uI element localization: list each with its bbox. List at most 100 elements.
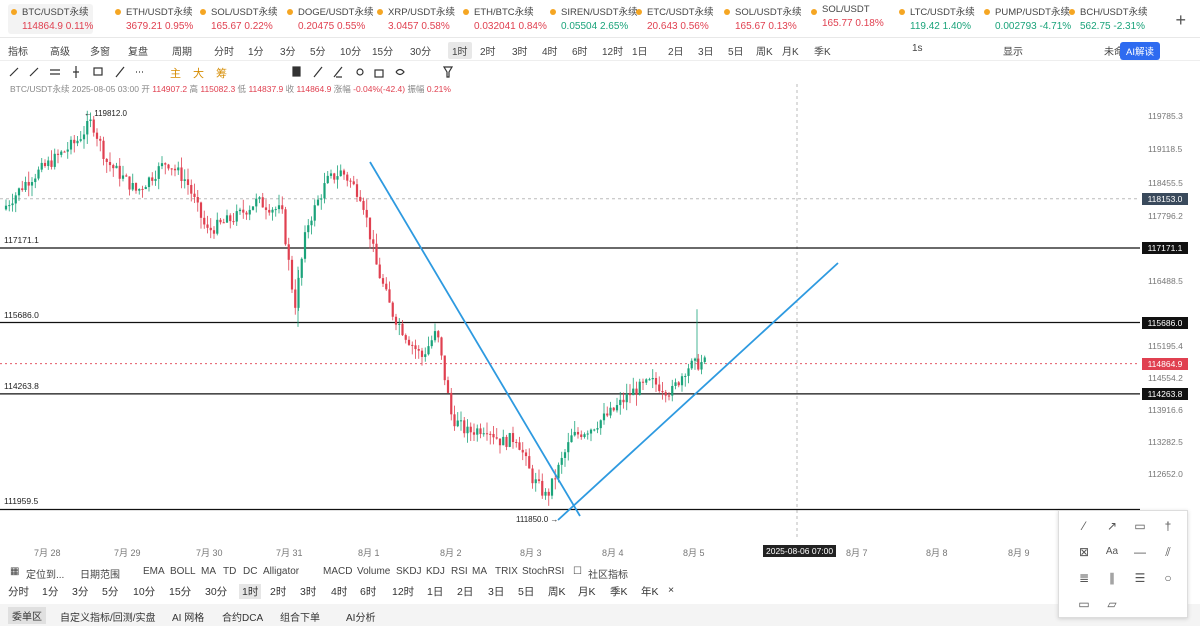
timeframe-12[interactable]: 12时 [392, 586, 415, 598]
sub-indicator-1[interactable]: Volume [357, 566, 391, 577]
main-indicator-4[interactable]: DC [243, 566, 258, 577]
ticker-item[interactable]: PUMP/USDT永续 0.002793 -4.71% [981, 4, 1071, 34]
bottom-tab-3[interactable]: 合约DCA [222, 613, 264, 624]
pitchfork-icon[interactable]: ∥ [1109, 571, 1115, 585]
calendar-icon[interactable]: ▦ [10, 566, 20, 577]
community-indicator-button[interactable]: 社区指标 [588, 570, 628, 581]
timeframe-14[interactable]: 2日 [457, 586, 474, 598]
toolbar-item-16[interactable]: 6时 [572, 47, 588, 58]
timeframe-6[interactable]: 30分 [205, 586, 228, 598]
toolbar-item-5[interactable]: 分时 [214, 47, 234, 58]
fib-icon[interactable]: ≣ [1078, 571, 1090, 585]
main-indicator-5[interactable]: Alligator [263, 566, 300, 577]
timeframe-5[interactable]: 15分 [169, 586, 192, 598]
main-indicator-1[interactable]: BOLL [170, 566, 196, 577]
vertical-line-icon[interactable]: † [1164, 519, 1172, 533]
sub-indicator-3[interactable]: KDJ [426, 566, 445, 577]
bottom-tab-4[interactable]: 组合下单 [280, 613, 320, 624]
ticker-item[interactable]: XRP/USDT永续 3.0457 0.58% [374, 4, 455, 34]
ticker-item[interactable]: BCH/USDT永续 562.75 -2.31% [1066, 4, 1148, 34]
toolbar-item-7[interactable]: 3分 [280, 47, 296, 58]
toolbar-item-0[interactable]: 指标 [8, 47, 28, 58]
main-indicator-3[interactable]: TD [223, 566, 237, 577]
timeframe-11[interactable]: 6时 [360, 586, 377, 598]
list-icon[interactable]: ☰ [1134, 571, 1146, 585]
toolbar-item-9[interactable]: 10分 [340, 47, 362, 58]
text-icon[interactable]: Aa [1105, 546, 1119, 557]
timeframe-13[interactable]: 1日 [427, 586, 444, 598]
timeframe-17[interactable]: 周K [548, 586, 566, 598]
ticker-item[interactable]: SOL/USDT 165.77 0.18% [808, 4, 884, 34]
timeframe-18[interactable]: 月K [578, 586, 596, 598]
toolbar-item-20[interactable]: 3日 [698, 47, 714, 58]
sub-indicator-5[interactable]: MA [472, 566, 487, 577]
timeframe-9[interactable]: 3时 [300, 586, 317, 598]
toolbar-item-12[interactable]: 1时 [448, 42, 472, 59]
ticker-item[interactable]: ETH/USDT永续 3679.21 0.95% [112, 4, 193, 34]
timeframe-0[interactable]: 分时 [8, 586, 29, 598]
uptrend-line[interactable] [557, 262, 839, 521]
toolbar-item-18[interactable]: 1日 [632, 47, 648, 58]
toolbar-item-23[interactable]: 月K [782, 47, 799, 58]
timeframe-20[interactable]: 年K [641, 586, 659, 598]
one-second-button[interactable]: 1s [912, 43, 923, 54]
timeframe-8[interactable]: 2时 [270, 586, 287, 598]
ticker-item[interactable]: DOGE/USDT永续 0.20475 0.55% [284, 4, 373, 34]
locate-button[interactable]: 定位到... [26, 570, 65, 581]
toolbar-item-24[interactable]: 季K [814, 47, 831, 58]
toolbar-item-10[interactable]: 15分 [372, 47, 394, 58]
channel-icon[interactable]: ▭ [1134, 519, 1146, 533]
edit-icon[interactable]: ☐ [573, 566, 582, 577]
toolbar-item-11[interactable]: 30分 [410, 47, 432, 58]
toolbar-item-4[interactable]: 周期 [172, 47, 192, 58]
image-icon[interactable]: ⊠ [1078, 545, 1090, 559]
toolbar-item-14[interactable]: 3时 [512, 47, 528, 58]
account-label[interactable]: 未命名 [1104, 47, 1134, 58]
ticker-item[interactable]: BTC/USDT永续 114864.9 0.11% [8, 4, 94, 34]
toolbar-item-8[interactable]: 5分 [310, 47, 326, 58]
ticker-item[interactable]: SIREN/USDT永续 0.05504 2.65% [547, 4, 638, 34]
timeframe-19[interactable]: 季K [610, 586, 628, 598]
ticker-item[interactable]: SOL/USDT永续 165.67 0.13% [721, 4, 802, 34]
ticker-item[interactable]: SOL/USDT永续 165.67 0.22% [197, 4, 278, 34]
timeframe-3[interactable]: 5分 [102, 586, 119, 598]
toolbar-item-2[interactable]: 多窗 [90, 47, 110, 58]
bottom-tab-1[interactable]: 自定义指标/回测/实盘 [60, 613, 156, 624]
bottom-tab-0[interactable]: 委单区 [8, 607, 46, 624]
timeframe-10[interactable]: 4时 [331, 586, 348, 598]
sub-indicator-0[interactable]: MACD [323, 566, 353, 577]
sub-indicator-2[interactable]: SKDJ [396, 566, 422, 577]
sub-indicator-6[interactable]: TRIX [495, 566, 518, 577]
main-force-toggle[interactable]: 主 [170, 68, 181, 80]
toolbar-item-3[interactable]: 复盘 [128, 47, 148, 58]
sub-indicator-7[interactable]: StochRSI [522, 566, 565, 577]
date-range-button[interactable]: 日期范围 [80, 570, 120, 581]
timeframe-7[interactable]: 1时 [239, 584, 262, 599]
timeframe-2[interactable]: 3分 [72, 586, 89, 598]
close-icon[interactable]: × [668, 584, 675, 596]
toolbar-item-6[interactable]: 1分 [248, 47, 264, 58]
toolbar-item-1[interactable]: 高级 [50, 47, 70, 58]
circle-icon[interactable]: ○ [1164, 571, 1172, 585]
trend-line-icon[interactable]: ⁄ [1082, 519, 1085, 533]
downtrend-line[interactable] [369, 161, 581, 517]
ai-analysis-button[interactable]: AI解读 [1120, 42, 1160, 60]
toolbar-item-15[interactable]: 4时 [542, 47, 558, 58]
toolbar-item-21[interactable]: 5日 [728, 47, 744, 58]
ticker-item[interactable]: ETH/BTC永续 0.032041 0.84% [460, 4, 547, 34]
horizontal-line-icon[interactable]: — [1134, 545, 1146, 559]
toolbar-item-17[interactable]: 12时 [602, 47, 624, 58]
rectangle-icon[interactable]: ▭ [1078, 597, 1090, 611]
toolbar-item-22[interactable]: 周K [756, 47, 773, 58]
ticker-item[interactable]: LTC/USDT永续 119.42 1.40% [896, 4, 975, 34]
big-order-toggle[interactable]: 大 [193, 68, 204, 80]
timeframe-15[interactable]: 3日 [488, 586, 505, 598]
ray-icon[interactable]: ↗ [1106, 519, 1118, 533]
toolbar-item-19[interactable]: 2日 [668, 47, 684, 58]
sub-indicator-4[interactable]: RSI [451, 566, 468, 577]
add-ticker-button[interactable]: + [1175, 10, 1186, 30]
display-button[interactable]: 显示 [1003, 47, 1023, 58]
toolbar-item-13[interactable]: 2时 [480, 47, 496, 58]
main-indicator-2[interactable]: MA [201, 566, 216, 577]
